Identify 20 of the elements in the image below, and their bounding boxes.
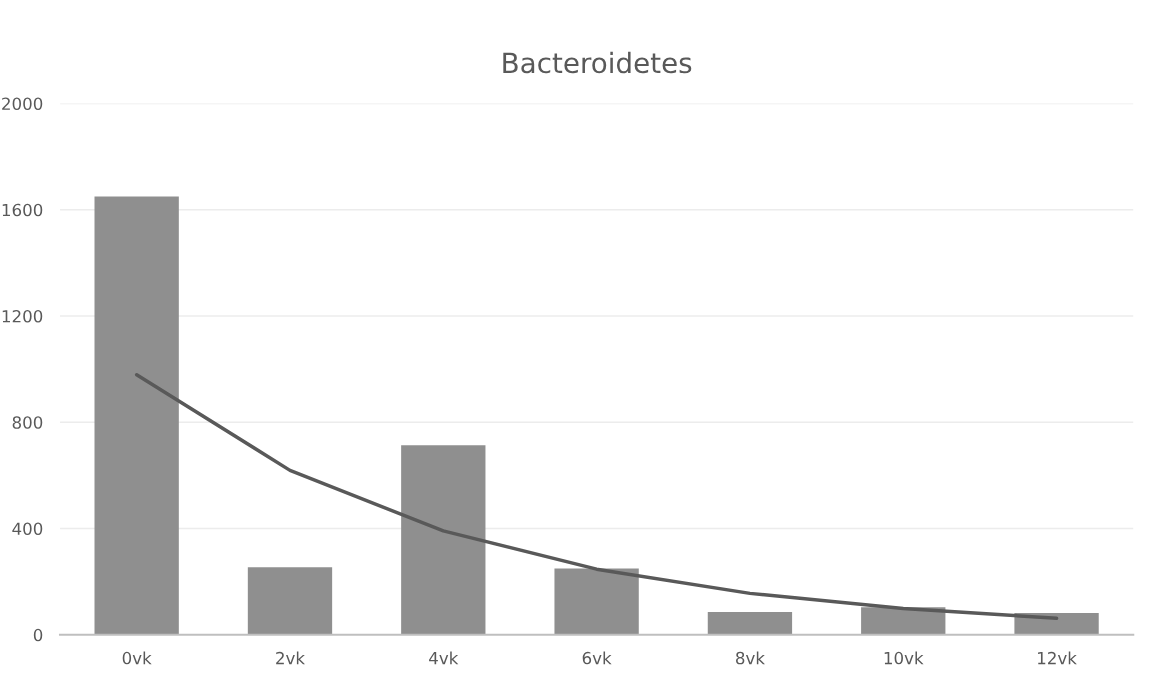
x-tick-label: 2vk	[276, 651, 305, 665]
bar	[554, 568, 639, 635]
x-tick-label: 0vk	[122, 651, 152, 665]
y-tick-label: 2000	[2, 97, 43, 111]
bar	[94, 196, 179, 635]
y-tick-label: 1600	[2, 203, 43, 217]
x-tick-label: 10vk	[884, 651, 924, 665]
y-tick-label: 800	[12, 416, 43, 429]
line-series	[134, 372, 1059, 621]
x-tick-label: 12vk	[1038, 651, 1077, 665]
y-tick-label: 0	[33, 628, 43, 642]
x-tick-label: 8vk	[736, 651, 765, 665]
bar	[247, 567, 333, 635]
x-tick-label: 6vk	[582, 651, 612, 665]
chart-title: Bacteroidetes	[503, 51, 692, 74]
bar	[707, 611, 793, 635]
x-tick-label: 4vk	[429, 651, 459, 665]
y-tick-label: 1200	[2, 309, 43, 323]
bar	[401, 445, 486, 635]
y-tick-label: 400	[12, 522, 43, 536]
